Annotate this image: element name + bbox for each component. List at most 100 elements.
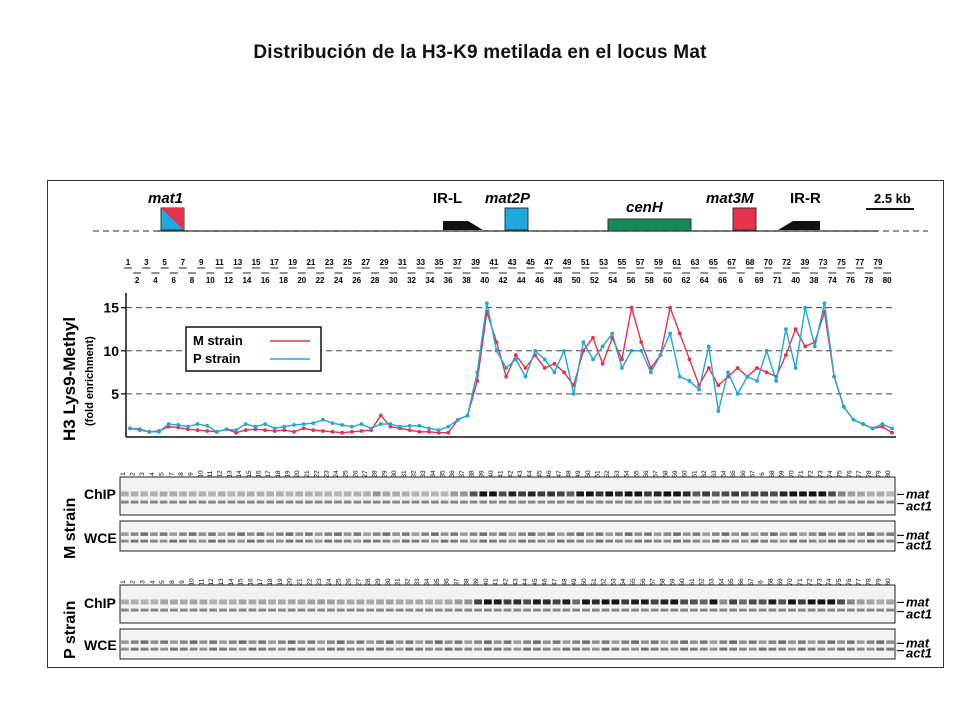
gel-lane-number: 80: [885, 578, 892, 586]
primer-label-top: 59: [654, 258, 663, 267]
gel-band-mat: [566, 491, 575, 497]
gel-band-act1: [818, 500, 827, 504]
gel-band-mat: [382, 532, 391, 536]
gel-band-mat: [285, 491, 294, 497]
gel-band-act1: [576, 539, 584, 543]
gel-band-act1: [425, 608, 433, 612]
gel-band-mat: [595, 532, 604, 536]
gel-band-act1: [268, 647, 276, 651]
gel-band-act1: [518, 500, 526, 504]
gel-band-act1: [498, 500, 507, 504]
primer-label-top: 23: [325, 258, 334, 267]
gel-band-act1: [650, 608, 659, 612]
gel-band-act1: [150, 608, 159, 612]
gel-band-act1: [343, 539, 352, 543]
primer-label-top: 39: [800, 258, 809, 267]
ir-r-arrow: [778, 221, 820, 230]
gel-band-act1: [256, 539, 265, 543]
gel-band-mat: [591, 640, 600, 644]
data-point-m: [340, 430, 345, 435]
gel-lane-number: 75: [836, 578, 843, 586]
gel-band-mat: [572, 599, 581, 605]
gel-lane-number: 43: [512, 578, 519, 586]
gel-lane-number: 25: [336, 578, 343, 586]
data-point-m: [301, 426, 306, 431]
gel-band-act1: [729, 647, 738, 651]
primer-label-top: 49: [563, 258, 572, 267]
gel-chip-m: 1 2 3 4 5 7 8 9 10 11 12 13 14 15 16 17 18 19 20 21 22 23 24 25…: [119, 470, 896, 516]
gel-lane-number: 30: [385, 578, 392, 586]
label-mat2p: mat2P: [485, 190, 531, 207]
data-point-p: [812, 344, 817, 349]
gel-band-act1: [758, 608, 767, 612]
gel-band-act1: [444, 647, 453, 651]
gel-band-act1: [797, 647, 806, 651]
slide-title: Distribución de la H3-K9 metilada en el …: [253, 42, 707, 63]
gel-band-mat: [295, 491, 304, 497]
gel-lane-number: 30: [391, 470, 398, 478]
primer-label-top: 17: [270, 258, 279, 267]
gel-band-mat: [150, 491, 158, 497]
gel-band-mat: [440, 491, 449, 497]
primer-label-top: 79: [874, 258, 883, 267]
primer-label-top: 72: [782, 258, 791, 267]
gel-band-mat: [866, 491, 875, 497]
gel-band-act1: [611, 647, 620, 651]
data-point-p: [783, 327, 788, 332]
gel-band-mat: [827, 640, 836, 644]
gel-band-mat: [640, 599, 649, 605]
primer-label-bottom: 26: [352, 276, 361, 285]
gel-band-mat: [401, 532, 410, 536]
data-point-p: [629, 348, 634, 353]
data-point-m: [793, 327, 798, 332]
gel-band-mat: [268, 640, 276, 644]
primer-label-bottom: 6: [172, 276, 177, 285]
gel-band-mat: [650, 640, 659, 644]
gel-band-act1: [750, 539, 759, 543]
gel-band-mat: [699, 599, 708, 605]
gel-band-mat: [621, 640, 630, 644]
primer-label-top: 73: [819, 258, 828, 267]
mat1-box: [160, 207, 185, 231]
gel-band-act1: [527, 539, 536, 543]
gel-band-mat: [121, 640, 129, 644]
gel-band-act1: [440, 539, 449, 543]
data-point-p: [282, 424, 287, 429]
gel-lane-number: 13: [218, 578, 225, 586]
data-point-p: [523, 374, 528, 379]
primer-label-top: 65: [709, 258, 718, 267]
gel-band-mat: [631, 599, 639, 605]
gel-band-mat: [513, 640, 522, 644]
gel-band-mat: [483, 599, 492, 605]
gel-band-act1: [479, 500, 488, 504]
data-point-m: [716, 383, 721, 388]
gel-band-act1: [537, 500, 546, 504]
gel-lane-number: 63: [711, 470, 718, 478]
gel-label-chip-m: ChIP: [84, 486, 116, 502]
gel-lane-number: 48: [565, 470, 572, 478]
gel-lane-number: 75: [837, 470, 844, 478]
gel-band-act1: [277, 647, 286, 651]
primer-label-top: 47: [544, 258, 553, 267]
gel-band-mat: [140, 532, 149, 536]
gel-band-act1: [411, 539, 420, 543]
gel-band-act1: [886, 608, 894, 612]
data-point-p: [157, 429, 161, 434]
gel-band-act1: [208, 539, 216, 543]
gel-band-mat: [246, 491, 255, 497]
data-point-p: [272, 426, 277, 431]
gel-band-mat: [314, 532, 323, 536]
gel-band-mat: [748, 599, 757, 605]
data-point-p: [581, 340, 586, 345]
gel-band-act1: [246, 500, 255, 504]
gel-lane-number: 57: [653, 470, 660, 478]
primer-label-bottom: 62: [681, 276, 690, 285]
y-tick-label: 15: [103, 300, 119, 316]
gel-band-act1: [741, 500, 749, 504]
gel-band-mat: [876, 599, 885, 605]
gel-band-act1: [748, 608, 757, 612]
gel-band-mat: [605, 532, 614, 536]
gel-band-act1: [631, 647, 639, 651]
gel-band-mat: [518, 532, 526, 536]
gel-band-act1: [421, 500, 429, 504]
